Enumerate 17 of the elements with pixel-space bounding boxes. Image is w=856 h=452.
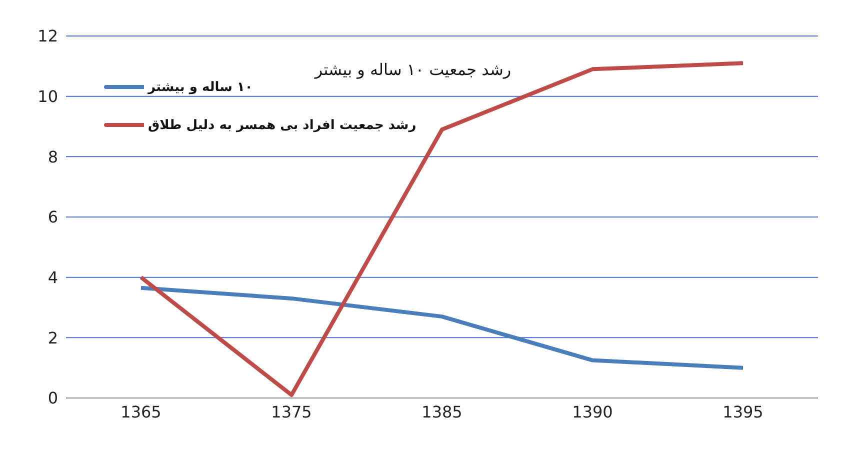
line-series bbox=[139, 286, 745, 370]
y-tick-label: 6 bbox=[48, 208, 58, 227]
y-tick-label: 8 bbox=[48, 147, 58, 166]
x-tick-label: 1390 bbox=[572, 402, 613, 422]
text: رشد جمعیت ۱۰ ساله و بیشتر bbox=[313, 60, 512, 79]
line-series bbox=[139, 61, 745, 397]
x-tick-label: 1395 bbox=[722, 402, 764, 422]
y-tick-label: 4 bbox=[48, 268, 58, 288]
legend-label: رشد جمعیت افراد بی همسر به دلیل طلاق bbox=[148, 118, 416, 132]
y-tick-label: 12 bbox=[38, 26, 58, 46]
legend-label: ۱۰ ساله و بیشتر bbox=[148, 80, 253, 94]
x-tick-label: 1385 bbox=[422, 402, 462, 422]
x-tick-label: 1365 bbox=[120, 402, 162, 422]
y-tick-label: 10 bbox=[38, 87, 58, 106]
y-tick-label: 2 bbox=[48, 328, 58, 348]
x-tick-label: 1375 bbox=[271, 402, 312, 422]
y-tick-label: 0 bbox=[48, 388, 58, 408]
